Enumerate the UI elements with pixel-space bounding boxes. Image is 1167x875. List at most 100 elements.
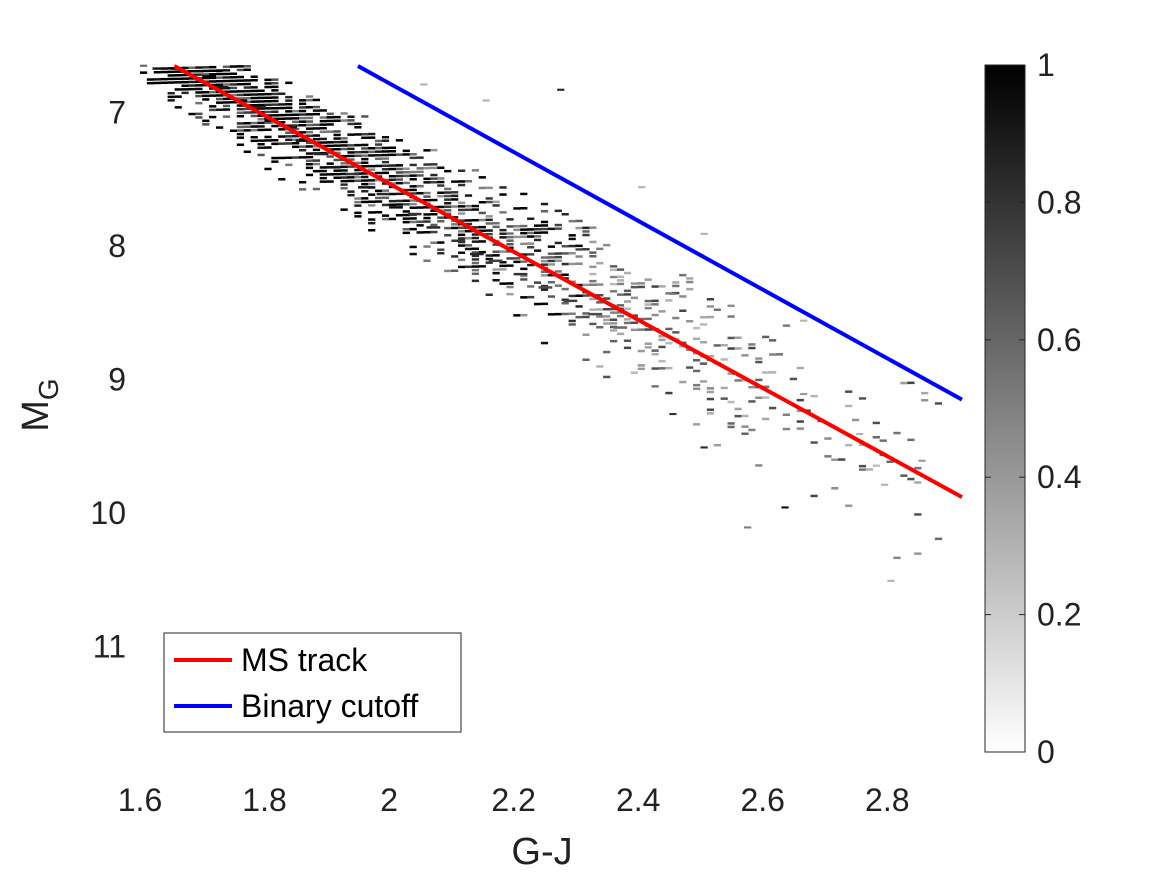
heatmap-cell bbox=[368, 193, 376, 196]
heatmap-cell bbox=[312, 148, 320, 152]
heatmap-cell bbox=[236, 107, 244, 111]
heatmap-cell bbox=[669, 413, 677, 416]
heatmap-cell bbox=[181, 77, 189, 80]
heatmap-cell bbox=[243, 129, 251, 132]
heatmap-cell bbox=[333, 133, 341, 137]
heatmap-cell bbox=[831, 487, 839, 490]
heatmap-cell bbox=[395, 174, 403, 178]
heatmap-cell bbox=[305, 120, 314, 123]
heatmap-cell bbox=[658, 367, 666, 370]
heatmap-cell bbox=[195, 73, 203, 76]
heatmap-cell bbox=[478, 186, 486, 190]
heatmap-cell bbox=[229, 72, 238, 75]
heatmap-cell bbox=[464, 265, 473, 268]
heatmap-cell bbox=[845, 404, 853, 408]
heatmap-cell bbox=[907, 438, 915, 442]
heatmap-cell bbox=[250, 75, 258, 78]
heatmap-cell bbox=[250, 114, 258, 118]
heatmap-cell bbox=[209, 108, 217, 112]
heatmap-cell bbox=[458, 258, 466, 262]
heatmap-cell bbox=[651, 367, 659, 370]
heatmap-cell bbox=[499, 228, 507, 232]
heatmap-cell bbox=[250, 139, 258, 143]
heatmap-cell bbox=[243, 97, 251, 100]
legend: MS track Binary cutoff bbox=[163, 632, 462, 733]
heatmap-cell bbox=[416, 174, 424, 177]
heatmap-cell bbox=[292, 124, 300, 127]
heatmap-cell bbox=[478, 250, 486, 254]
heatmap-cell bbox=[471, 204, 479, 208]
heatmap-cell bbox=[209, 80, 217, 83]
heatmap-cell bbox=[458, 240, 466, 244]
heatmap-cell bbox=[513, 257, 521, 260]
heatmap-cell bbox=[755, 378, 763, 382]
heatmap-cell bbox=[547, 273, 555, 277]
heatmap-cell bbox=[368, 164, 376, 168]
heatmap-cell bbox=[727, 336, 735, 340]
heatmap-cell bbox=[160, 70, 168, 74]
heatmap-cell bbox=[513, 225, 521, 228]
heatmap-cell bbox=[451, 191, 459, 194]
heatmap-cell bbox=[257, 103, 265, 107]
heatmap-cell bbox=[665, 327, 673, 331]
heatmap-cell bbox=[264, 121, 272, 124]
heatmap-cell bbox=[375, 189, 383, 193]
heatmap-cell bbox=[340, 162, 348, 165]
heatmap-cell bbox=[167, 74, 175, 77]
heatmap-cell bbox=[623, 339, 632, 342]
heatmap-cell bbox=[271, 103, 279, 106]
heatmap-cell bbox=[485, 254, 493, 257]
heatmap-cell bbox=[458, 233, 466, 237]
heatmap-cell bbox=[388, 167, 396, 171]
heatmap-cell bbox=[216, 97, 224, 101]
heatmap-cell bbox=[603, 315, 611, 318]
colorbar-tick-label: 1 bbox=[1037, 47, 1055, 83]
heatmap-cell bbox=[561, 245, 569, 248]
heatmap-cell bbox=[527, 228, 535, 231]
heatmap-cell bbox=[451, 269, 459, 272]
heatmap-cell bbox=[216, 126, 224, 129]
heatmap-cell bbox=[623, 307, 632, 310]
heatmap-cell bbox=[706, 412, 714, 415]
heatmap-cell bbox=[563, 299, 578, 303]
heatmap-cell bbox=[437, 241, 445, 244]
heatmap-cell bbox=[368, 229, 376, 232]
heatmap-cell bbox=[423, 195, 431, 198]
y-tick-label: 11 bbox=[93, 629, 126, 665]
heatmap-cell bbox=[361, 136, 369, 139]
heatmap-cell bbox=[319, 169, 327, 173]
heatmap-cell bbox=[693, 423, 701, 426]
heatmap-cell bbox=[527, 253, 535, 256]
heatmap-cell bbox=[672, 284, 680, 288]
heatmap-cell bbox=[492, 271, 500, 275]
heatmap-cell bbox=[540, 288, 549, 291]
heatmap-cell bbox=[264, 146, 272, 149]
heatmap-cell bbox=[243, 89, 251, 93]
heatmap-cell bbox=[582, 294, 590, 297]
series-line-binary-cutoff bbox=[356, 64, 963, 402]
heatmap-cell bbox=[388, 150, 396, 153]
heatmap-cell bbox=[181, 80, 189, 84]
heatmap-cell bbox=[623, 289, 632, 293]
heatmap-cell bbox=[881, 483, 889, 486]
heatmap-cell bbox=[285, 81, 293, 85]
heatmap-cell bbox=[554, 284, 562, 287]
heatmap-cell bbox=[381, 189, 390, 192]
heatmap-cell bbox=[693, 359, 701, 362]
heatmap-cell bbox=[340, 179, 348, 183]
heatmap-cell bbox=[499, 186, 507, 189]
x-tick-label: 2 bbox=[380, 782, 398, 818]
heatmap-cell bbox=[222, 76, 231, 79]
heatmap-cell bbox=[243, 68, 251, 71]
heatmap-cell bbox=[340, 154, 348, 158]
heatmap-cell bbox=[347, 158, 355, 161]
heatmap-cell bbox=[810, 394, 818, 398]
heatmap-cell bbox=[699, 316, 708, 319]
heatmap-cell bbox=[886, 460, 894, 463]
heatmap-cell bbox=[299, 149, 307, 152]
heatmap-cell bbox=[665, 391, 673, 395]
heatmap-cell bbox=[762, 385, 770, 389]
heatmap-cell bbox=[174, 88, 182, 91]
heatmap-cell bbox=[314, 152, 329, 156]
